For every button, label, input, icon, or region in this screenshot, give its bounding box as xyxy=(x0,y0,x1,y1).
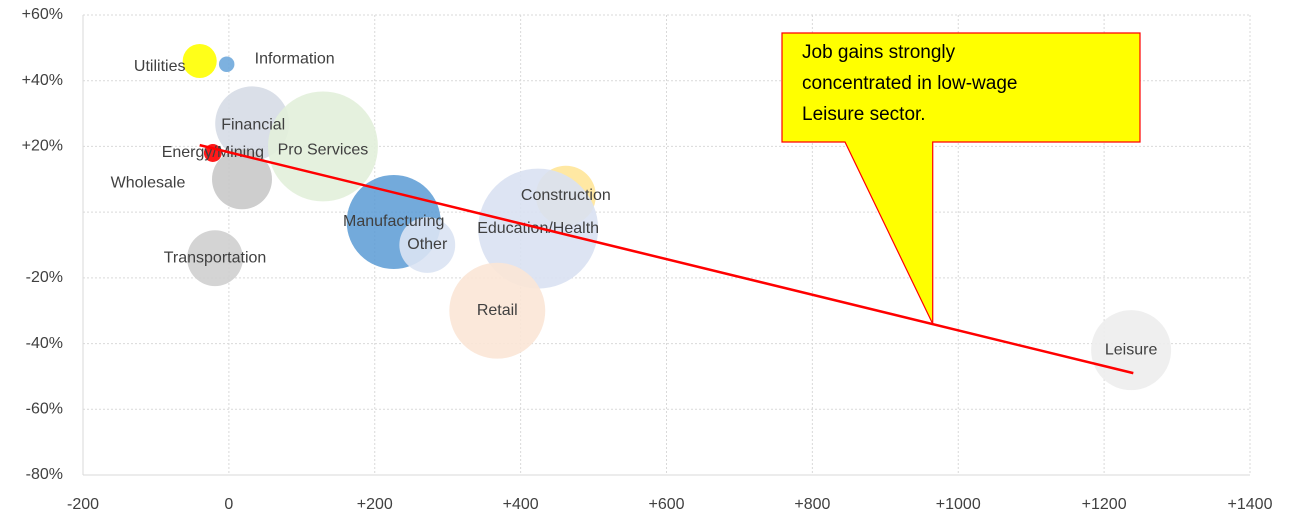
callout-text: Job gains strongly xyxy=(802,42,956,63)
y-tick-label: +20% xyxy=(22,138,63,155)
x-tick-label: +1200 xyxy=(1082,496,1127,513)
bubble xyxy=(187,230,243,287)
callout-text: concentrated in low-wage xyxy=(802,73,1017,94)
x-tick-label: -200 xyxy=(67,496,99,513)
y-tick-label: -20% xyxy=(26,269,63,286)
bubble xyxy=(182,43,217,79)
bubble xyxy=(399,217,456,273)
y-tick-label: -60% xyxy=(26,401,63,418)
y-tick-label: +60% xyxy=(22,6,63,23)
bubble-label: Utilities xyxy=(134,58,186,75)
bubble-label: Transportation xyxy=(164,249,267,266)
x-tick-label: 0 xyxy=(224,496,233,513)
bubble xyxy=(212,149,273,210)
bubble xyxy=(1091,310,1172,391)
bubble-label: Retail xyxy=(477,302,518,319)
bubble-label: Information xyxy=(255,51,335,68)
bubble-label: Financial xyxy=(221,117,285,134)
bubble-label: Manufacturing xyxy=(343,213,444,230)
bubble-label: Wholesale xyxy=(111,175,186,192)
bubble-label: Energy/Mining xyxy=(162,144,264,161)
trendline xyxy=(199,143,1134,375)
bubble-label: Pro Services xyxy=(278,142,369,159)
x-tick-label: +600 xyxy=(648,496,684,513)
bubble-label: Other xyxy=(407,236,448,253)
bubble-label: Construction xyxy=(521,187,611,204)
x-tick-label: +1000 xyxy=(936,496,981,513)
x-tick-label: +1400 xyxy=(1228,496,1273,513)
bubble xyxy=(449,262,546,359)
y-tick-label: +40% xyxy=(22,72,63,89)
bubble xyxy=(218,56,235,73)
x-tick-label: +800 xyxy=(794,496,830,513)
bubble xyxy=(268,91,378,202)
bubble-label: Leisure xyxy=(1105,341,1158,358)
y-tick-label: -40% xyxy=(26,335,63,352)
x-tick-label: +400 xyxy=(503,496,539,513)
y-tick-label: -80% xyxy=(26,466,63,483)
x-tick-label: +200 xyxy=(357,496,393,513)
callout xyxy=(781,32,1141,325)
callout-text: Leisure sector. xyxy=(802,104,926,125)
